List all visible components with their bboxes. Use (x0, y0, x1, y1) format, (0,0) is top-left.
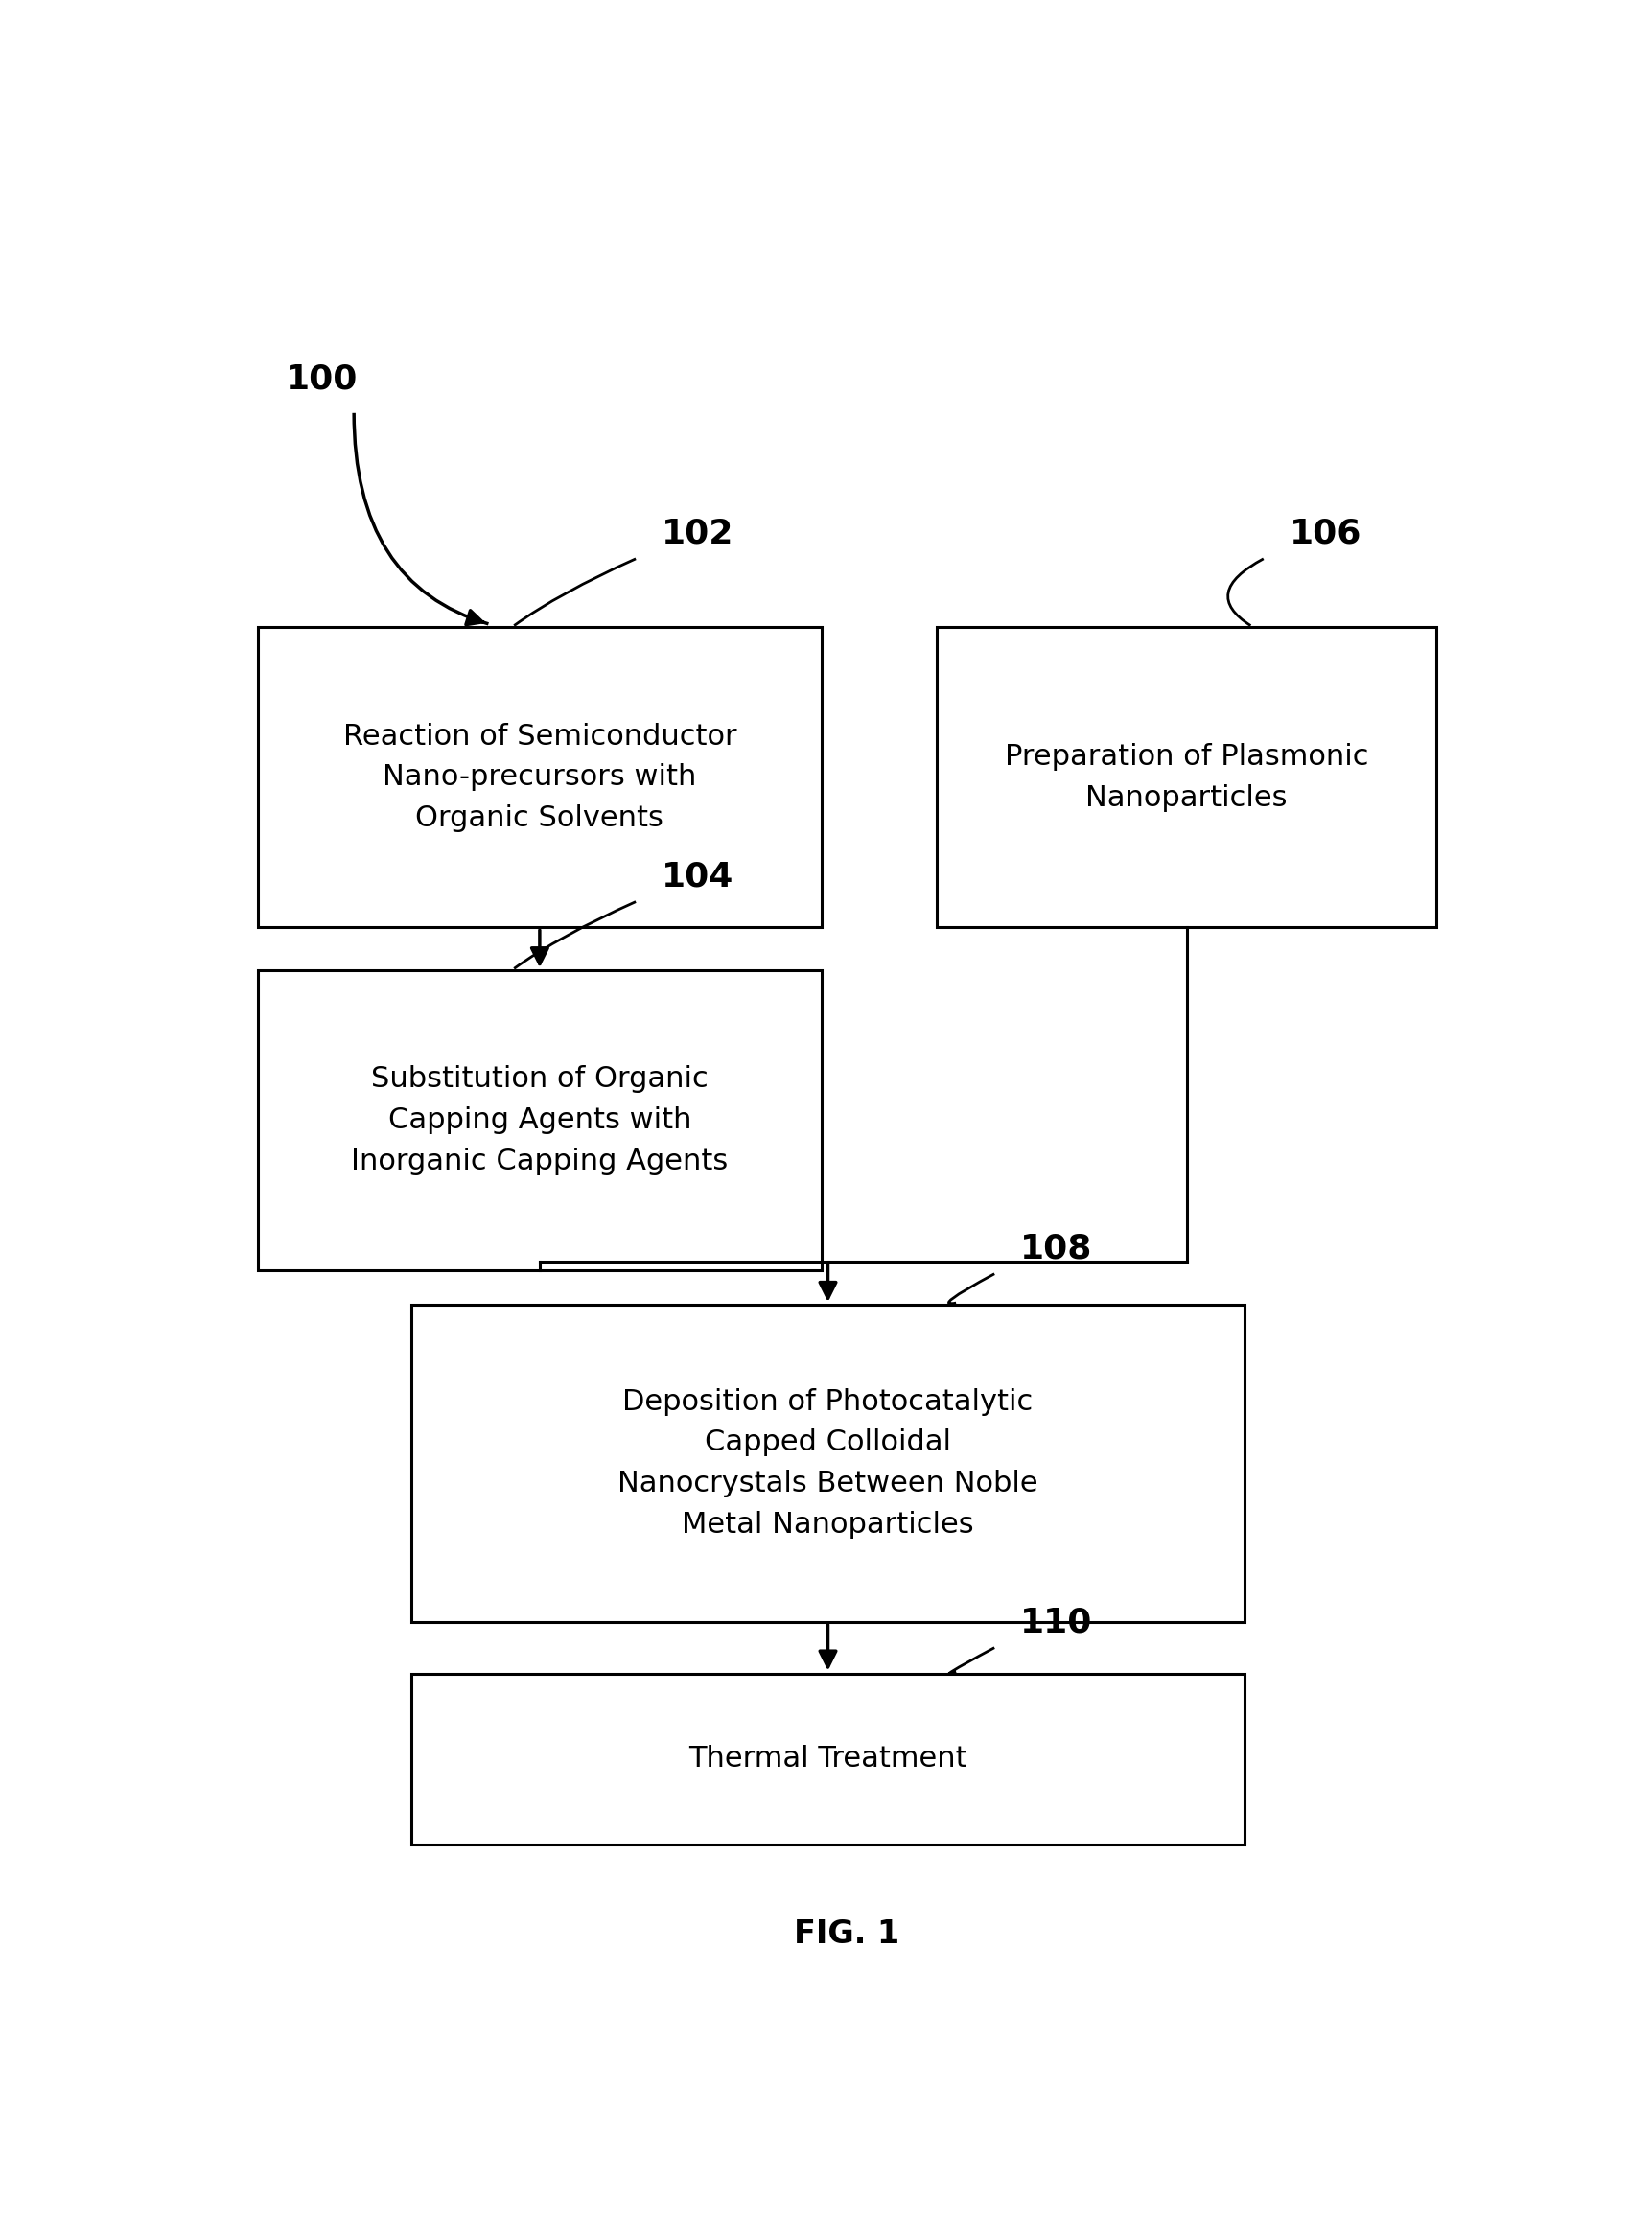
Text: Preparation of Plasmonic
Nanoparticles: Preparation of Plasmonic Nanoparticles (1004, 744, 1368, 813)
Text: FIG. 1: FIG. 1 (795, 1917, 899, 1951)
Text: Deposition of Photocatalytic
Capped Colloidal
Nanocrystals Between Noble
Metal N: Deposition of Photocatalytic Capped Coll… (618, 1387, 1037, 1539)
FancyBboxPatch shape (258, 971, 821, 1269)
Text: Reaction of Semiconductor
Nano-precursors with
Organic Solvents: Reaction of Semiconductor Nano-precursor… (342, 722, 737, 833)
Text: Thermal Treatment: Thermal Treatment (689, 1746, 966, 1773)
Text: 108: 108 (1019, 1234, 1092, 1265)
Text: Substitution of Organic
Capping Agents with
Inorganic Capping Agents: Substitution of Organic Capping Agents w… (350, 1065, 729, 1176)
FancyBboxPatch shape (258, 628, 821, 926)
Text: 102: 102 (661, 517, 733, 550)
Text: 110: 110 (1019, 1606, 1092, 1639)
FancyBboxPatch shape (411, 1672, 1244, 1844)
Text: 104: 104 (661, 860, 733, 893)
Text: 100: 100 (286, 363, 358, 394)
FancyBboxPatch shape (937, 628, 1436, 926)
Text: 106: 106 (1289, 517, 1361, 550)
FancyBboxPatch shape (411, 1305, 1244, 1621)
